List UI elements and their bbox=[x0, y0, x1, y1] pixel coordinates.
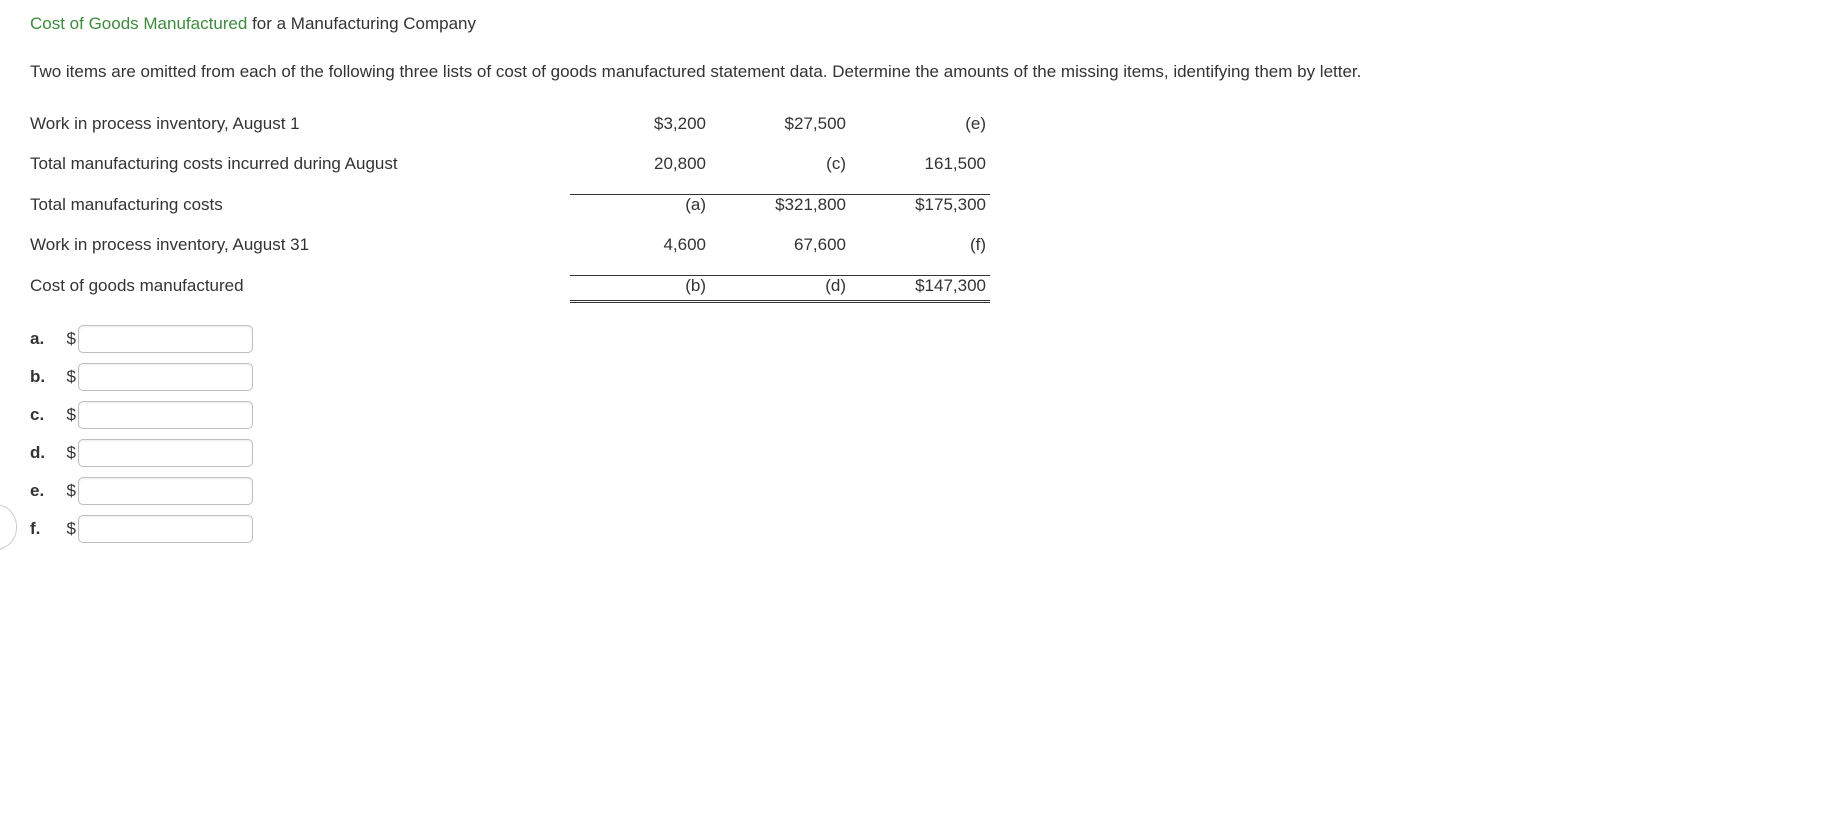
cell-value: 67,600 bbox=[710, 227, 850, 267]
answer-row: b.$ bbox=[30, 363, 1814, 391]
cell-value: (d) bbox=[710, 267, 850, 311]
title-rest: for a Manufacturing Company bbox=[247, 14, 476, 33]
page-title: Cost of Goods Manufactured for a Manufac… bbox=[30, 14, 1814, 34]
answer-row: a.$ bbox=[30, 325, 1814, 353]
table-row: Total manufacturing costs incurred durin… bbox=[30, 146, 990, 186]
cell-value: (b) bbox=[570, 267, 710, 311]
answer-letter: f. bbox=[30, 519, 58, 539]
cell-value: (a) bbox=[570, 186, 710, 227]
row-label: Total manufacturing costs incurred durin… bbox=[30, 146, 570, 186]
cell-value: 161,500 bbox=[850, 146, 990, 186]
answer-input[interactable] bbox=[78, 363, 253, 391]
answer-row: d.$ bbox=[30, 439, 1814, 467]
table-row: Work in process inventory, August 1$3,20… bbox=[30, 106, 990, 146]
cell-value: $321,800 bbox=[710, 186, 850, 227]
row-label: Total manufacturing costs bbox=[30, 186, 570, 227]
answer-row: e.$ bbox=[30, 477, 1814, 505]
answer-input[interactable] bbox=[78, 439, 253, 467]
answer-letter: a. bbox=[30, 329, 58, 349]
currency-symbol: $ bbox=[58, 329, 78, 349]
cell-value: 4,600 bbox=[570, 227, 710, 267]
cell-value: $147,300 bbox=[850, 267, 990, 311]
answer-letter: d. bbox=[30, 443, 58, 463]
currency-symbol: $ bbox=[58, 481, 78, 501]
cell-value: $3,200 bbox=[570, 106, 710, 146]
cell-value: (f) bbox=[850, 227, 990, 267]
row-label: Work in process inventory, August 31 bbox=[30, 227, 570, 267]
cell-value: $27,500 bbox=[710, 106, 850, 146]
table-row: Cost of goods manufactured(b)(d)$147,300 bbox=[30, 267, 990, 311]
currency-symbol: $ bbox=[58, 367, 78, 387]
page: Cost of Goods Manufactured for a Manufac… bbox=[0, 0, 1844, 583]
cell-value: $175,300 bbox=[850, 186, 990, 227]
answer-letter: c. bbox=[30, 405, 58, 425]
answer-letter: b. bbox=[30, 367, 58, 387]
table-row: Total manufacturing costs(a)$321,800$175… bbox=[30, 186, 990, 227]
answer-input[interactable] bbox=[78, 401, 253, 429]
answer-input[interactable] bbox=[78, 477, 253, 505]
currency-symbol: $ bbox=[58, 519, 78, 539]
answer-letter: e. bbox=[30, 481, 58, 501]
currency-symbol: $ bbox=[58, 443, 78, 463]
answers-section: a.$b.$c.$d.$e.$f.$ bbox=[30, 325, 1814, 543]
answer-input[interactable] bbox=[78, 325, 253, 353]
row-label: Work in process inventory, August 1 bbox=[30, 106, 570, 146]
row-label: Cost of goods manufactured bbox=[30, 267, 570, 311]
answer-row: f.$ bbox=[30, 515, 1814, 543]
title-link[interactable]: Cost of Goods Manufactured bbox=[30, 14, 247, 33]
answer-row: c.$ bbox=[30, 401, 1814, 429]
answer-input[interactable] bbox=[78, 515, 253, 543]
cogm-table: Work in process inventory, August 1$3,20… bbox=[30, 106, 990, 311]
cell-value: (c) bbox=[710, 146, 850, 186]
cell-value: (e) bbox=[850, 106, 990, 146]
currency-symbol: $ bbox=[58, 405, 78, 425]
intro-text: Two items are omitted from each of the f… bbox=[30, 56, 1814, 88]
cell-value: 20,800 bbox=[570, 146, 710, 186]
cogm-table-body: Work in process inventory, August 1$3,20… bbox=[30, 106, 990, 311]
table-row: Work in process inventory, August 314,60… bbox=[30, 227, 990, 267]
